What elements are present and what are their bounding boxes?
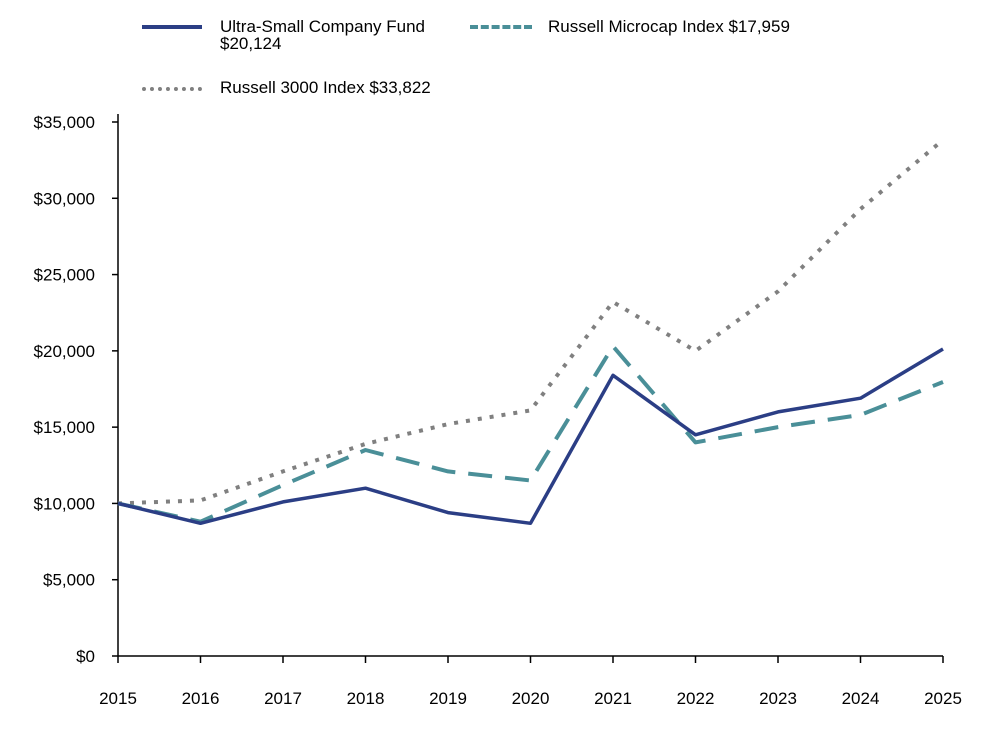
legend-label-fund: Ultra-Small Company Fund $20,124 bbox=[220, 18, 425, 52]
y-tick-label: $25,000 bbox=[34, 266, 95, 285]
x-tick-label: 2021 bbox=[594, 689, 632, 708]
y-tick-label: $0 bbox=[76, 647, 95, 666]
x-tick-label: 2018 bbox=[347, 689, 385, 708]
legend-swatch-microcap bbox=[470, 25, 532, 29]
legend-label-fund-line2: $20,124 bbox=[220, 34, 282, 53]
x-tick-label: 2022 bbox=[677, 689, 715, 708]
x-tick-label: 2017 bbox=[264, 689, 302, 708]
legend-swatch-russell3000 bbox=[142, 87, 202, 91]
series-line-ultra-small-company-fund bbox=[117, 347, 944, 526]
series-layer bbox=[117, 138, 945, 526]
y-tick-label: $10,000 bbox=[34, 494, 95, 513]
legend-swatch-fund bbox=[142, 25, 202, 29]
y-tick-label: $30,000 bbox=[34, 189, 95, 208]
x-tick-label: 2024 bbox=[842, 689, 880, 708]
legend-label-russell3000: Russell 3000 Index $33,822 bbox=[220, 78, 431, 97]
x-tick-label: 2023 bbox=[759, 689, 797, 708]
x-tick-label: 2025 bbox=[924, 689, 962, 708]
y-tick-label: $35,000 bbox=[34, 113, 95, 132]
y-tick-label: $15,000 bbox=[34, 418, 95, 437]
series-line-russell-microcap-index bbox=[117, 344, 944, 524]
x-tick-label: 2015 bbox=[99, 689, 137, 708]
legend-label-microcap: Russell Microcap Index $17,959 bbox=[548, 17, 790, 36]
x-tick-label: 2016 bbox=[182, 689, 220, 708]
axes: $0 $5,000 $10,000 $15,000 $20,000 $25,000 $30,… bbox=[34, 113, 962, 708]
x-tick-label: 2019 bbox=[429, 689, 467, 708]
y-tick-label: $20,000 bbox=[34, 342, 95, 361]
series-line-russell-3000-index bbox=[117, 138, 945, 506]
legend-label-fund-line1: Ultra-Small Company Fund bbox=[220, 17, 426, 36]
x-tick-label: 2020 bbox=[512, 689, 550, 708]
y-tick-label: $5,000 bbox=[43, 571, 95, 590]
